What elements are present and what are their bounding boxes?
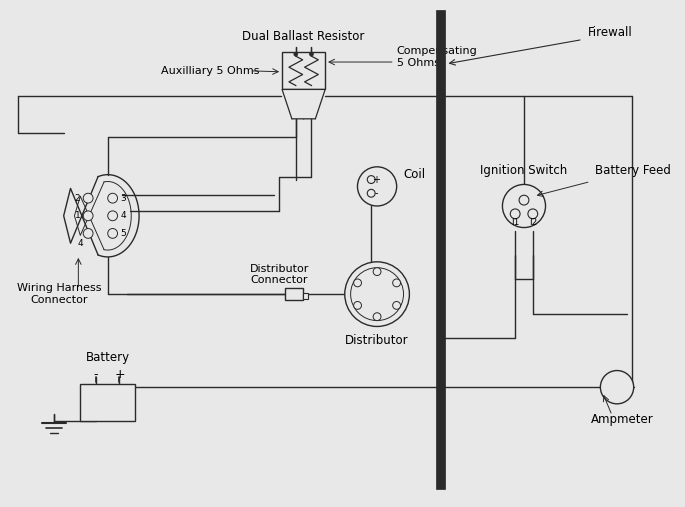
Text: I1: I1 — [511, 218, 519, 227]
Circle shape — [84, 229, 93, 238]
Bar — [303, 293, 308, 299]
Text: Dual Ballast Resistor: Dual Ballast Resistor — [242, 30, 365, 43]
Circle shape — [84, 211, 93, 221]
Circle shape — [367, 175, 375, 184]
Bar — [285, 288, 303, 300]
Circle shape — [373, 268, 381, 275]
Circle shape — [510, 209, 520, 219]
Circle shape — [519, 195, 529, 205]
Text: 1: 1 — [75, 211, 80, 221]
Text: 5: 5 — [121, 229, 126, 238]
Text: Ampmeter: Ampmeter — [590, 413, 653, 426]
Text: Coil: Coil — [403, 168, 425, 181]
Circle shape — [367, 189, 375, 197]
Bar — [282, 52, 325, 89]
Text: Auxilliary 5 Ohms: Auxilliary 5 Ohms — [162, 66, 260, 76]
Circle shape — [358, 167, 397, 206]
Circle shape — [84, 193, 93, 203]
Text: 4: 4 — [121, 211, 126, 221]
Text: Ignition Switch: Ignition Switch — [480, 164, 568, 177]
Text: 4: 4 — [77, 239, 83, 248]
Text: I2: I2 — [529, 218, 537, 227]
Text: Battery: Battery — [86, 351, 129, 365]
Text: Firewall: Firewall — [588, 26, 632, 39]
Text: -: - — [374, 188, 378, 198]
Text: 3: 3 — [121, 194, 126, 203]
Circle shape — [351, 268, 403, 320]
Circle shape — [373, 313, 381, 320]
Circle shape — [294, 52, 298, 56]
Text: Battery Feed: Battery Feed — [595, 164, 671, 177]
Text: Compensating
5 Ohms: Compensating 5 Ohms — [397, 46, 477, 68]
Text: +: + — [114, 368, 125, 381]
Text: Distributor: Distributor — [345, 334, 409, 347]
Circle shape — [502, 185, 545, 228]
Polygon shape — [282, 89, 325, 119]
Circle shape — [108, 193, 118, 203]
Text: -: - — [94, 368, 98, 381]
Circle shape — [393, 302, 401, 309]
Circle shape — [353, 279, 362, 287]
Circle shape — [310, 52, 314, 56]
Text: +: + — [372, 174, 380, 185]
Circle shape — [345, 262, 410, 327]
Text: Wiring Harness
Connector: Wiring Harness Connector — [16, 283, 101, 305]
Circle shape — [108, 211, 118, 221]
Bar — [80, 384, 135, 421]
Circle shape — [108, 229, 118, 238]
Text: Distributor
Connector: Distributor Connector — [249, 264, 309, 285]
Circle shape — [528, 209, 538, 219]
Circle shape — [600, 371, 634, 404]
Circle shape — [353, 302, 362, 309]
Text: 2: 2 — [75, 194, 80, 203]
Circle shape — [393, 279, 401, 287]
